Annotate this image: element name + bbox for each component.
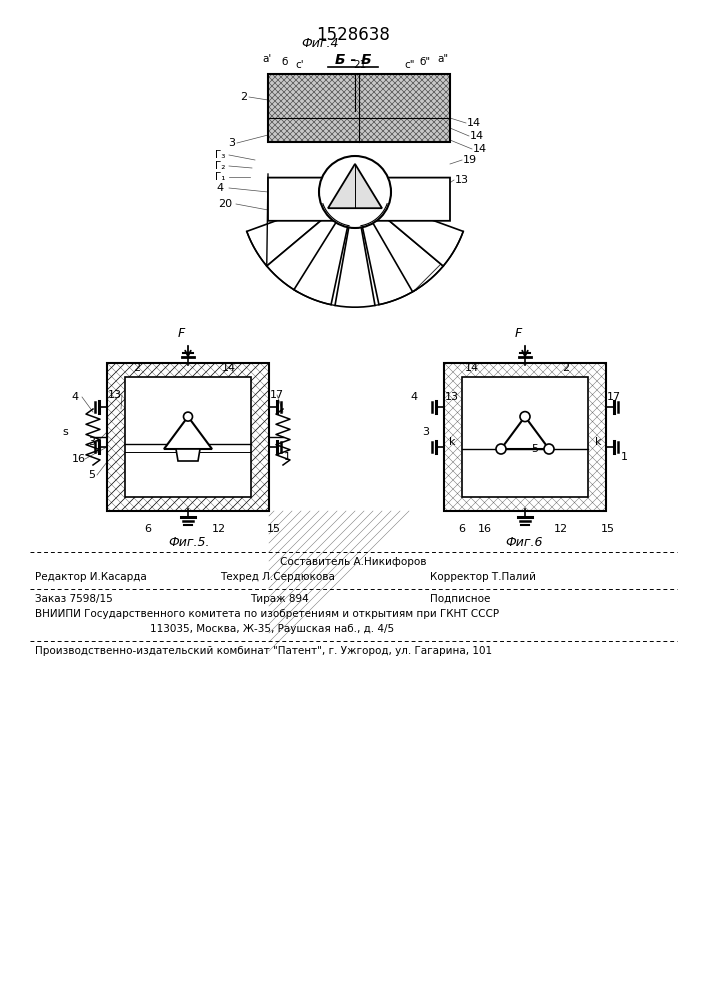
Circle shape [520, 412, 530, 422]
Text: Составитель А.Никифоров: Составитель А.Никифоров [280, 557, 426, 567]
Bar [268, 74, 450, 142]
Text: 14: 14 [467, 118, 481, 128]
Text: 4: 4 [217, 183, 224, 193]
Text: б": б" [419, 57, 431, 67]
Text: 15: 15 [601, 524, 615, 534]
Text: 2: 2 [562, 363, 569, 373]
Text: 17: 17 [607, 392, 621, 402]
Text: 3: 3 [423, 427, 429, 437]
Text: 1: 1 [621, 452, 628, 462]
Text: Техред Л.Сердюкова: Техред Л.Сердюкова [220, 572, 335, 582]
Text: k: k [595, 437, 601, 447]
Polygon shape [372, 214, 443, 292]
Text: Подписное: Подписное [430, 594, 491, 604]
Text: 4: 4 [411, 392, 418, 402]
Text: 14: 14 [465, 363, 479, 373]
Polygon shape [381, 204, 463, 266]
Text: ВНИИПИ Государственного комитета по изобретениям и открытиям при ГКНТ СССР: ВНИИПИ Государственного комитета по изоб… [35, 609, 499, 619]
Polygon shape [247, 204, 329, 266]
Polygon shape [267, 214, 338, 292]
Text: Г₂: Г₂ [215, 161, 225, 171]
Polygon shape [362, 221, 416, 305]
Text: 16: 16 [72, 454, 86, 464]
Text: Тираж 894: Тираж 894 [250, 594, 309, 604]
Text: 12: 12 [211, 524, 226, 534]
Polygon shape [294, 221, 348, 305]
Text: 12: 12 [554, 524, 568, 534]
Text: 5: 5 [532, 444, 539, 454]
Bar [462, 377, 588, 497]
Text: 3: 3 [88, 437, 95, 447]
Text: 3: 3 [228, 138, 235, 148]
Polygon shape [164, 417, 212, 449]
Text: 1528638: 1528638 [316, 26, 390, 44]
Text: 2: 2 [134, 363, 141, 373]
Text: Г₁: Г₁ [214, 172, 225, 182]
Text: Корректор Т.Палий: Корректор Т.Палий [430, 572, 536, 582]
Text: a': a' [262, 54, 271, 64]
Text: 5: 5 [88, 470, 95, 480]
Text: 19: 19 [463, 155, 477, 165]
Text: F: F [515, 327, 522, 340]
Text: 14: 14 [470, 131, 484, 141]
Text: Производственно-издательский комбинат "Патент", г. Ужгород, ул. Гагарина, 101: Производственно-издательский комбинат "П… [35, 646, 492, 656]
Polygon shape [268, 178, 341, 221]
Circle shape [184, 412, 192, 421]
Text: c": c" [404, 60, 415, 70]
Text: 13: 13 [455, 175, 469, 185]
Circle shape [544, 444, 554, 454]
Text: 113035, Москва, Ж-35, Раушская наб., д. 4/5: 113035, Москва, Ж-35, Раушская наб., д. … [150, 624, 394, 634]
Text: 20: 20 [218, 199, 232, 209]
Text: 17: 17 [270, 390, 284, 400]
Text: k: k [449, 437, 455, 447]
Text: 13: 13 [445, 392, 459, 402]
Text: б: б [282, 57, 288, 67]
Text: 6: 6 [144, 524, 151, 534]
Text: Фиг.4: Фиг.4 [301, 37, 339, 50]
Text: Редактор И.Касарда: Редактор И.Касарда [35, 572, 147, 582]
Text: Фиг.6: Фиг.6 [505, 536, 542, 550]
Text: Г₃: Г₃ [215, 150, 225, 160]
Polygon shape [369, 178, 450, 221]
Text: c': c' [296, 60, 304, 70]
Text: 1: 1 [284, 452, 291, 462]
Text: a": a" [438, 54, 448, 64]
Text: 21: 21 [354, 60, 367, 70]
Polygon shape [501, 417, 549, 449]
Text: 2: 2 [240, 92, 247, 102]
Text: 13: 13 [108, 390, 122, 400]
Text: 14: 14 [473, 144, 487, 154]
Text: F: F [177, 327, 185, 340]
Polygon shape [176, 449, 200, 461]
Bar [444, 363, 606, 511]
Polygon shape [328, 164, 382, 208]
Bar [125, 377, 251, 497]
Text: Б - Б: Б - Б [334, 53, 371, 67]
Bar [107, 363, 269, 511]
Text: 16: 16 [477, 524, 491, 534]
Text: 15: 15 [267, 524, 281, 534]
Text: 14: 14 [221, 363, 235, 373]
Text: Заказ 7598/15: Заказ 7598/15 [35, 594, 112, 604]
Text: Фиг.5.: Фиг.5. [168, 536, 209, 550]
Polygon shape [335, 226, 375, 307]
Text: 6: 6 [459, 524, 465, 534]
Circle shape [319, 156, 391, 228]
Text: 4: 4 [71, 392, 78, 402]
Circle shape [496, 444, 506, 454]
Text: s: s [62, 427, 68, 437]
